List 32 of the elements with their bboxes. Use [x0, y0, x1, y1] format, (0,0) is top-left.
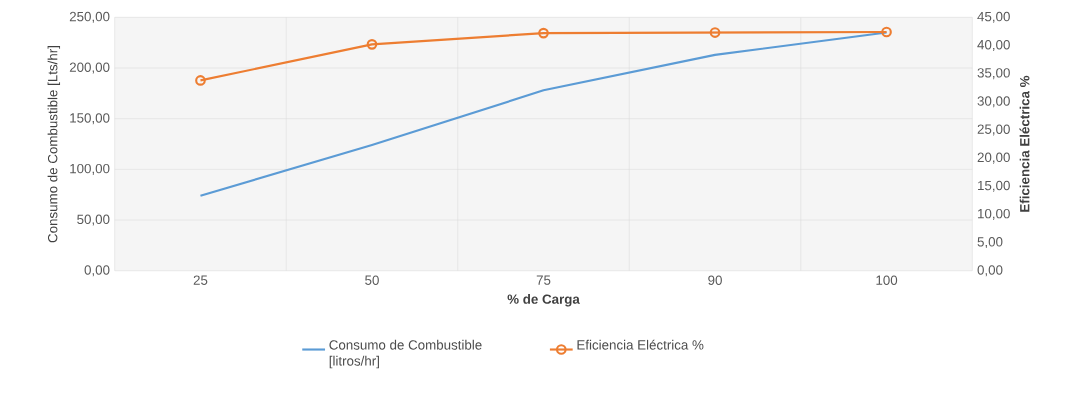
y2-tick-label: 10,00: [978, 208, 1010, 220]
y2-tick-label: 15,00: [978, 180, 1010, 192]
y2-tick-label: 45,00: [977, 11, 1010, 23]
y-tick-label: 150,00: [70, 113, 110, 125]
y2-tick-label: 0,00: [977, 265, 1003, 277]
y2-tick-label: 35,00: [977, 68, 1010, 80]
x-tick-label: 25: [193, 275, 208, 285]
y-tick-label: 100,00: [70, 163, 110, 175]
x-axis-title: % de Carga: [507, 294, 580, 307]
point: [709, 27, 721, 38]
x-tick-label: 90: [708, 275, 722, 285]
legend-label: Consumo de Combustible [litros/hr]: [329, 339, 482, 369]
line-series: [199, 31, 888, 197]
y-axis-title: Consumo de Combustible [Lts/hr]: [47, 46, 61, 243]
y2-tick-label: 20,00: [977, 152, 1010, 164]
y2-axis-title: Eficiencia Eléctrica %: [1019, 75, 1030, 212]
y2-tick-label: 30,00: [977, 96, 1010, 108]
y2-tick-label: 5,00: [977, 237, 1003, 249]
x-tick-label: 75: [536, 275, 551, 285]
y-tick-label: 0,00: [84, 265, 110, 277]
point: [538, 27, 549, 39]
y2-tick-label: 40,00: [977, 39, 1010, 51]
x-tick-label: 100: [876, 275, 898, 285]
point: [881, 26, 892, 38]
y-tick-label: 50,00: [77, 214, 110, 226]
y-tick-label: 250,00: [69, 11, 110, 23]
y2-tick-label: 25,00: [977, 124, 1010, 136]
point: [366, 38, 378, 50]
y-tick-label: 200,00: [69, 62, 110, 74]
point: [195, 75, 206, 86]
legend-label: Eficiencia Eléctrica %: [577, 339, 704, 350]
x-tick-label: 50: [365, 275, 379, 285]
